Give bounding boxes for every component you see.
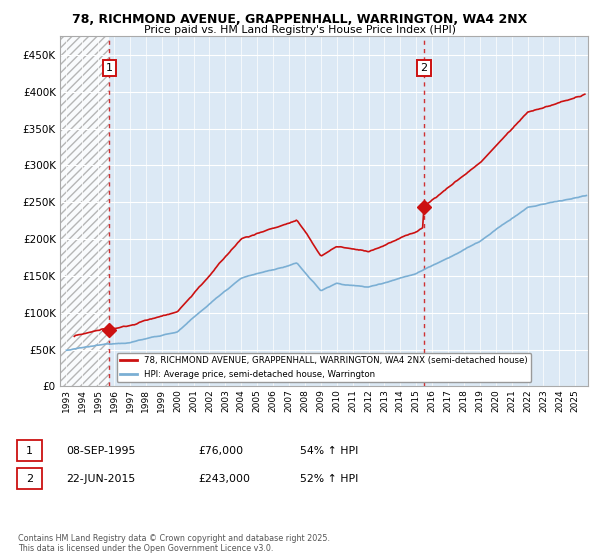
- Text: 22-JUN-2015: 22-JUN-2015: [66, 474, 135, 484]
- Text: 52% ↑ HPI: 52% ↑ HPI: [300, 474, 358, 484]
- Text: Price paid vs. HM Land Registry's House Price Index (HPI): Price paid vs. HM Land Registry's House …: [144, 25, 456, 35]
- Text: 2: 2: [421, 63, 427, 73]
- Text: 08-SEP-1995: 08-SEP-1995: [66, 446, 136, 456]
- Text: Contains HM Land Registry data © Crown copyright and database right 2025.
This d: Contains HM Land Registry data © Crown c…: [18, 534, 330, 553]
- Text: 1: 1: [106, 63, 113, 73]
- Text: 2: 2: [26, 474, 33, 484]
- Text: 1: 1: [26, 446, 33, 456]
- Text: £243,000: £243,000: [198, 474, 250, 484]
- Text: 54% ↑ HPI: 54% ↑ HPI: [300, 446, 358, 456]
- Bar: [60, 36, 109, 386]
- Text: 78, RICHMOND AVENUE, GRAPPENHALL, WARRINGTON, WA4 2NX: 78, RICHMOND AVENUE, GRAPPENHALL, WARRIN…: [73, 13, 527, 26]
- Legend: 78, RICHMOND AVENUE, GRAPPENHALL, WARRINGTON, WA4 2NX (semi-detached house), HPI: 78, RICHMOND AVENUE, GRAPPENHALL, WARRIN…: [116, 353, 532, 382]
- Text: £76,000: £76,000: [198, 446, 243, 456]
